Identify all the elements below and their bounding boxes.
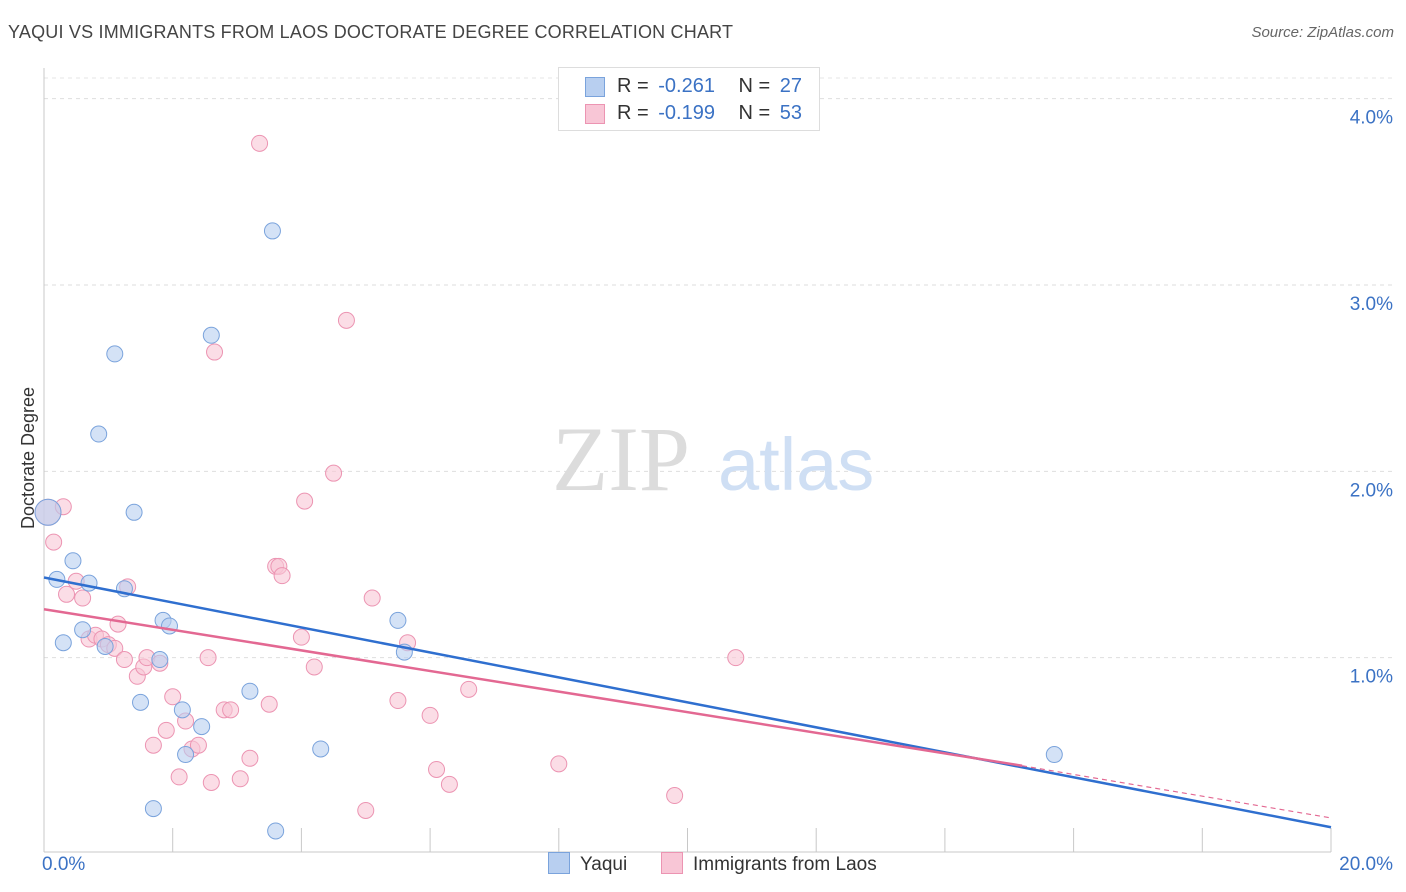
laos-trend-line xyxy=(43,607,1023,767)
yaqui-point xyxy=(125,503,143,521)
legend-n-value: 27 xyxy=(779,75,803,97)
bottom-legend-label-laos: Immigrants from Laos xyxy=(693,854,877,875)
legend-n-value: 53 xyxy=(779,102,803,124)
bottom-legend-yaqui: Yaqui xyxy=(548,852,627,876)
legend-r-label: R = xyxy=(617,75,649,97)
watermark-atlas: atlas xyxy=(718,423,874,506)
laos-point xyxy=(164,688,182,706)
legend-r-value: -0.261 xyxy=(658,75,715,97)
yaqui-point xyxy=(54,634,72,652)
y-tick-label: 3.0% xyxy=(1350,294,1393,315)
laos-point xyxy=(189,736,207,754)
yaqui-point xyxy=(263,222,281,240)
yaqui-point xyxy=(64,552,82,570)
laos-point xyxy=(727,649,745,667)
yaqui-point xyxy=(90,425,108,443)
yaqui-point xyxy=(34,498,62,526)
laos-point xyxy=(440,775,458,793)
yaqui-point xyxy=(177,746,195,764)
yaqui-point xyxy=(80,574,98,592)
laos-point xyxy=(666,787,684,805)
yaqui-point xyxy=(241,682,259,700)
laos-point xyxy=(45,533,63,551)
laos-trend-extension xyxy=(1022,765,1332,819)
y-tick-label: 4.0% xyxy=(1350,108,1393,129)
yaqui-point xyxy=(144,800,162,818)
y-axis-label: Doctorate Degree xyxy=(18,387,38,529)
laos-point xyxy=(157,721,175,739)
laos-point xyxy=(296,492,314,510)
yaqui-point xyxy=(132,693,150,711)
laos-point xyxy=(199,649,217,667)
laos-point xyxy=(260,695,278,713)
laos-point xyxy=(58,585,76,603)
legend: R = -0.261 N = 27 R = -0.199 N = 53 xyxy=(558,67,820,131)
laos-point xyxy=(357,801,375,819)
laos-point xyxy=(202,774,220,792)
laos-point xyxy=(305,658,323,676)
laos-point xyxy=(337,311,355,329)
legend-swatch-yaqui xyxy=(585,77,605,97)
laos-point xyxy=(251,134,269,152)
yaqui-point xyxy=(389,611,407,629)
bottom-legend-swatch-yaqui xyxy=(548,852,570,874)
laos-point xyxy=(109,615,127,633)
laos-point xyxy=(550,755,568,773)
tick-labels: 1.0% 2.0% 3.0% 4.0% 0.0% 20.0% xyxy=(42,108,1393,875)
x-tick-label-min: 0.0% xyxy=(42,854,85,875)
laos-point xyxy=(222,701,240,719)
yaqui-point xyxy=(173,701,191,719)
laos-point xyxy=(363,589,381,607)
yaqui-point xyxy=(267,822,285,840)
legend-r-label: R = xyxy=(617,102,649,124)
y-tick-label: 1.0% xyxy=(1350,667,1393,688)
axes xyxy=(43,68,1332,853)
yaqui-point xyxy=(160,617,178,635)
laos-point xyxy=(115,651,133,669)
chart-title: YAQUI VS IMMIGRANTS FROM LAOS DOCTORATE … xyxy=(8,22,734,42)
bottom-legend-swatch-laos xyxy=(661,852,683,874)
trend-lines xyxy=(43,576,1332,829)
yaqui-point xyxy=(193,718,211,736)
x-tick-label-max: 20.0% xyxy=(1339,854,1393,875)
laos-point xyxy=(428,760,446,778)
legend-swatch-laos xyxy=(585,104,605,124)
laos-point xyxy=(421,706,439,724)
data-points xyxy=(34,134,1063,840)
laos-point xyxy=(144,736,162,754)
yaqui-point xyxy=(1045,746,1063,764)
laos-point xyxy=(170,768,188,786)
yaqui-point xyxy=(106,345,124,363)
source-label: Source: ZipAtlas.com xyxy=(1251,24,1394,41)
legend-n-label: N = xyxy=(738,75,771,97)
yaqui-point xyxy=(312,740,330,758)
laos-point xyxy=(206,343,224,361)
laos-point xyxy=(460,680,478,698)
laos-point xyxy=(273,567,291,585)
yaqui-point xyxy=(151,651,169,669)
watermark-zip: ZIP xyxy=(552,408,690,510)
laos-point xyxy=(241,749,259,767)
legend-r-value: -0.199 xyxy=(658,102,715,124)
y-tick-label: 2.0% xyxy=(1350,480,1393,501)
laos-point xyxy=(325,464,343,482)
bottom-legend-laos: Immigrants from Laos xyxy=(661,852,877,876)
yaqui-point xyxy=(202,326,220,344)
laos-point xyxy=(389,692,407,710)
yaqui-point xyxy=(96,637,114,655)
grid-lines xyxy=(44,77,1395,659)
legend-n-label: N = xyxy=(738,102,771,124)
laos-point xyxy=(231,770,249,788)
yaqui-point xyxy=(74,621,92,639)
laos-point xyxy=(292,628,310,646)
bottom-legend-label-yaqui: Yaqui xyxy=(580,854,628,875)
laos-point xyxy=(74,589,92,607)
yaqui-trend-line xyxy=(43,576,1332,829)
